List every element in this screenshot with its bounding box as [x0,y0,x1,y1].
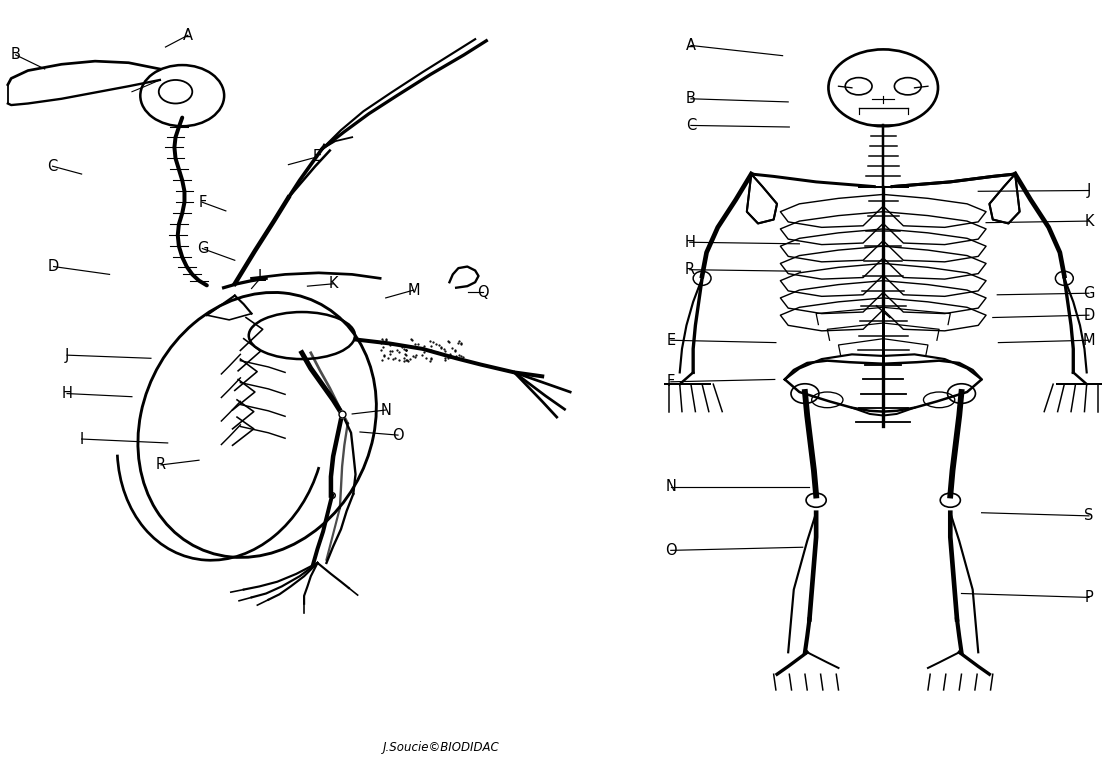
Text: H: H [684,234,695,250]
Text: N: N [380,402,391,418]
Text: M: M [407,282,420,298]
Text: R: R [684,262,695,278]
Text: J.Soucie©BIODIDAC: J.Soucie©BIODIDAC [383,741,500,754]
Text: A: A [183,27,192,43]
Text: R: R [155,457,167,473]
Text: J: J [1087,183,1091,198]
Text: I: I [79,431,84,447]
Text: F: F [198,194,207,210]
Text: L: L [257,269,266,285]
Text: B: B [11,47,20,63]
Text: G: G [1083,285,1095,301]
Text: N: N [665,479,676,495]
Text: D: D [48,259,59,274]
Polygon shape [747,174,777,223]
Text: K: K [1084,213,1093,229]
Text: S: S [1084,508,1093,524]
Text: O: O [665,543,676,558]
Text: B: B [686,91,695,107]
Text: K: K [329,276,338,292]
Polygon shape [989,174,1020,223]
Text: J: J [65,347,69,363]
Text: M: M [1082,332,1096,348]
Text: E: E [313,149,322,165]
Text: G: G [197,241,208,256]
Text: P: P [1084,590,1093,605]
Text: E: E [666,332,675,348]
Text: O: O [392,427,404,443]
Text: A: A [686,38,695,53]
Text: C: C [47,158,58,174]
Text: C: C [685,118,697,133]
Text: Q: Q [477,285,489,300]
Text: F: F [666,374,675,390]
Text: D: D [1083,307,1095,323]
Text: H: H [61,386,73,401]
